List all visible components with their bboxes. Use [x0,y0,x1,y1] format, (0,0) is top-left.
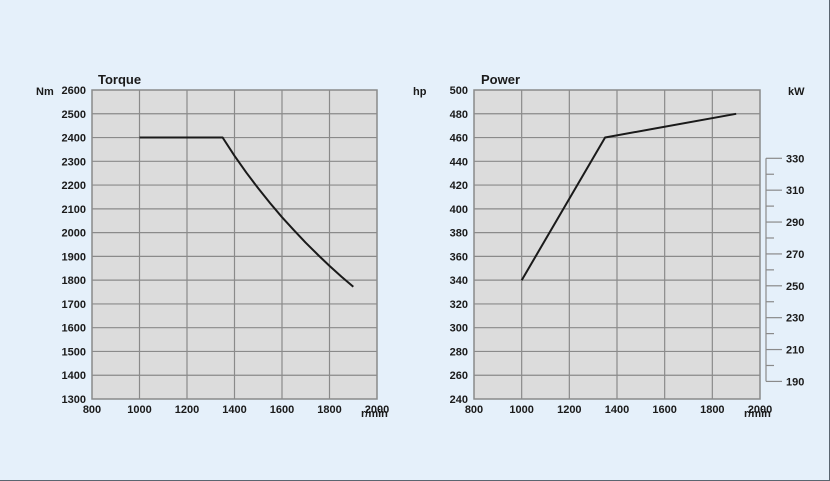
torque-x-unit: r/min [361,408,388,420]
torque-x-tick-label: 1600 [270,404,294,416]
kw-tick-label: 330 [786,153,804,165]
torque-y-tick-label: 1700 [62,299,86,311]
torque-y-tick-label: 1800 [62,275,86,287]
power-y-tick-label: 460 [450,133,468,145]
power-y-tick-label: 260 [450,370,468,382]
kw-tick-label: 310 [786,185,804,197]
torque-y-tick-label: 2300 [62,156,86,168]
torque-y-tick-label: 2400 [62,133,86,145]
power-x-tick-label: 800 [465,404,483,416]
power-x-tick-label: 1800 [700,404,724,416]
torque-y-unit: Nm [36,86,54,98]
torque-y-tick-label: 2200 [62,180,86,192]
power-y-tick-label: 240 [450,394,468,406]
torque-y-tick-label: 2500 [62,109,86,121]
power-y-tick-label: 480 [450,109,468,121]
power-y-tick-label: 400 [450,204,468,216]
kw-tick-label: 190 [786,376,804,388]
power-kw-unit: kW [788,86,805,98]
torque-y-tick-label: 1900 [62,251,86,263]
kw-tick-label: 250 [786,281,804,293]
torque-x-tick-label: 1200 [175,404,199,416]
power-y-tick-label: 500 [450,85,468,97]
torque-x-tick-label: 2000 [365,404,389,416]
torque-y-tick-label: 2000 [62,228,86,240]
kw-tick-label: 290 [786,217,804,229]
power-y-unit: hp [413,86,427,98]
torque-x-tick-label: 1000 [127,404,151,416]
power-series-line [520,112,737,281]
power-y-tick-label: 360 [450,251,468,263]
torque-x-tick-label: 1400 [222,404,246,416]
power-chart: Power hp r/min kW 240 260 280 300 320 340 360 3… [413,72,805,420]
torque-y-tick-label: 1300 [62,394,86,406]
torque-y-tick-label: 1600 [62,323,86,335]
torque-x-tick-label: 800 [83,404,101,416]
power-x-tick-label: 1400 [605,404,629,416]
torque-series-line [139,136,354,288]
power-y-tick-label: 320 [450,299,468,311]
power-x-tick-label: 2000 [748,404,772,416]
torque-y-tick-label: 2100 [62,204,86,216]
kw-tick-label: 270 [786,249,804,261]
torque-y-tick-label: 2600 [62,85,86,97]
torque-title: Torque [98,72,141,87]
power-x-tick-label: 1000 [509,404,533,416]
power-y-tick-label: 380 [450,228,468,240]
power-title: Power [481,72,520,87]
power-y-tick-label: 340 [450,275,468,287]
kw-tick-label: 210 [786,345,804,357]
power-y-tick-label: 280 [450,346,468,358]
power-x-tick-label: 1200 [557,404,581,416]
torque-chart: Torque Nm r/min 1300 1400 1500 1600 1700 1800… [36,72,389,420]
torque-x-tick-label: 1800 [317,404,341,416]
power-y-tick-label: 300 [450,323,468,335]
power-x-tick-label: 1600 [652,404,676,416]
kw-tick-label: 230 [786,313,804,325]
torque-y-tick-label: 1500 [62,346,86,358]
power-y-tick-label: 440 [450,156,468,168]
torque-y-tick-label: 1400 [62,370,86,382]
power-y-tick-label: 420 [450,180,468,192]
power-x-unit: r/min [744,408,771,420]
